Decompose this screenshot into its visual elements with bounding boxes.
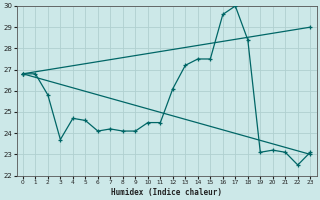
- X-axis label: Humidex (Indice chaleur): Humidex (Indice chaleur): [111, 188, 222, 197]
